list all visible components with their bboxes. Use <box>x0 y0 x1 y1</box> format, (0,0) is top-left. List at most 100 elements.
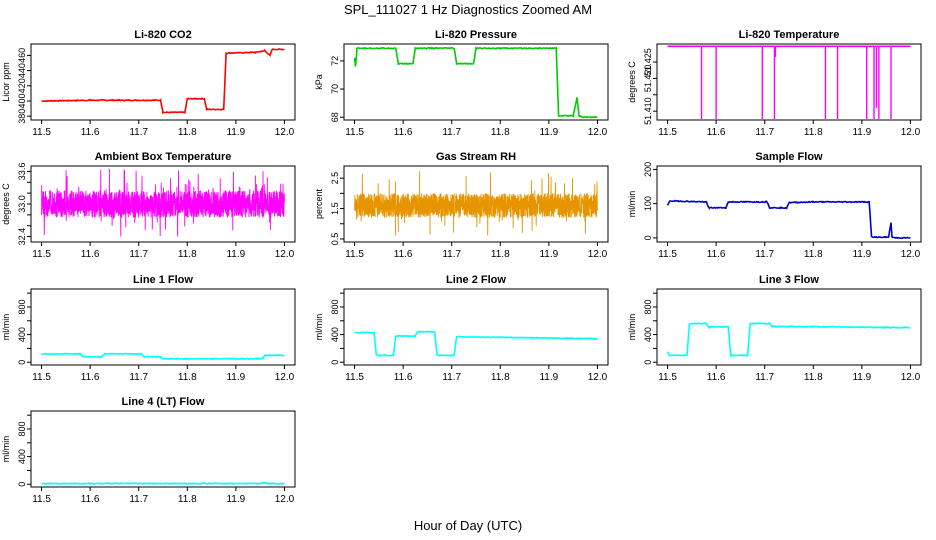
y-tick-label: 33.6 <box>17 163 27 181</box>
x-tick-label: 11.8 <box>178 249 197 260</box>
x-tick-label: 11.6 <box>394 127 413 138</box>
y-tick-label: 0 <box>643 360 653 365</box>
y-tick-label: 0 <box>17 482 27 487</box>
panel-title: Gas Stream RH <box>436 151 516 163</box>
series-line <box>41 48 285 115</box>
x-tick-label: 12.0 <box>588 372 608 383</box>
x-tick-label: 11.9 <box>226 494 245 505</box>
series-group <box>666 199 911 240</box>
x-tick-label: 11.9 <box>539 372 558 383</box>
plot-frame <box>343 165 609 243</box>
y-axis-label: percent <box>314 188 324 219</box>
x-tick-label: 11.6 <box>707 372 726 383</box>
x-tick-label: 12.0 <box>275 494 295 505</box>
y-axis-label: ml/min <box>314 314 324 341</box>
x-tick-label: 11.9 <box>852 127 871 138</box>
x-tick-label: 11.7 <box>442 127 461 138</box>
x-tick-label: 12.0 <box>275 249 295 260</box>
panel-sample-flow: Sample Flow 11.5 11.6 11.7 11.8 11.9 12.0 0 100 2… <box>627 151 922 260</box>
x-axis-title: Hour of Day (UTC) <box>413 518 523 533</box>
series-line <box>353 46 598 119</box>
y-axis-label: degrees C <box>1 183 11 225</box>
series-group <box>354 170 598 236</box>
series-group <box>41 168 285 237</box>
x-tick-label: 11.5 <box>32 494 51 505</box>
x-tick-label: 11.5 <box>658 372 677 383</box>
x-tick-label: 11.5 <box>658 249 677 260</box>
x-tick-label: 11.9 <box>226 372 245 383</box>
panel-line-2-flow: Line 2 Flow 11.5 11.6 11.7 11.8 11.9 12.0 0 400 8… <box>314 274 609 383</box>
panel-li-820-pressure: Li-820 Pressure 11.5 11.6 11.7 11.8 11.9 12.0 6… <box>314 29 609 138</box>
y-tick-label: 400 <box>17 93 27 108</box>
y-tick-label: 0.5 <box>330 233 340 246</box>
y-tick-label: 0 <box>643 235 653 240</box>
x-tick-label: 11.6 <box>707 249 726 260</box>
panel-line-4-lt-flow: Line 4 (LT) Flow 11.5 11.6 11.7 11.8 11.9 12.0… <box>1 396 296 505</box>
series-group <box>41 481 285 486</box>
x-tick-label: 12.0 <box>901 249 921 260</box>
series-line <box>354 170 598 236</box>
panel-title: Line 4 (LT) Flow <box>122 396 205 408</box>
plot-frame <box>656 288 922 366</box>
x-tick-label: 12.0 <box>275 127 295 138</box>
plot-frame <box>343 43 609 121</box>
y-tick-label: 51.410 <box>643 97 653 125</box>
x-tick-label: 11.8 <box>491 249 510 260</box>
y-tick-label: 400 <box>330 327 340 342</box>
x-tick-label: 11.8 <box>178 127 197 138</box>
y-tick-label: 420 <box>17 78 27 93</box>
series-group <box>354 330 598 357</box>
x-tick-label: 11.8 <box>491 127 510 138</box>
panel-title: Line 2 Flow <box>446 274 506 286</box>
x-tick-label: 11.6 <box>394 249 413 260</box>
x-tick-label: 11.5 <box>32 249 51 260</box>
x-tick-label: 11.5 <box>32 372 51 383</box>
x-tick-label: 11.7 <box>442 372 461 383</box>
y-axis-label: Licor ppm <box>1 62 11 102</box>
x-tick-label: 11.8 <box>178 494 197 505</box>
x-tick-label: 11.7 <box>442 249 461 260</box>
x-tick-label: 11.5 <box>658 127 677 138</box>
series-group <box>41 48 285 115</box>
x-tick-label: 11.5 <box>345 249 364 260</box>
x-tick-label: 11.9 <box>226 127 245 138</box>
x-tick-label: 11.6 <box>707 127 726 138</box>
x-tick-label: 11.8 <box>804 372 823 383</box>
x-tick-label: 11.7 <box>755 372 774 383</box>
y-tick-label: 800 <box>643 299 653 314</box>
x-tick-label: 11.6 <box>81 372 100 383</box>
y-tick-label: 400 <box>17 327 27 342</box>
panel-title: Li-820 Temperature <box>739 29 840 41</box>
panel-title: Li-820 Pressure <box>435 29 517 41</box>
series-line <box>666 321 911 358</box>
figure-title: SPL_111027 1 Hz Diagnostics Zoomed AM <box>343 2 593 17</box>
y-tick-label: 33.0 <box>17 195 27 213</box>
x-tick-label: 11.5 <box>345 127 364 138</box>
x-tick-label: 11.7 <box>129 249 148 260</box>
x-tick-label: 11.6 <box>81 249 100 260</box>
x-tick-label: 12.0 <box>588 249 608 260</box>
y-axis-label: kPa <box>314 74 324 90</box>
x-tick-label: 12.0 <box>275 372 295 383</box>
x-tick-label: 11.8 <box>178 372 197 383</box>
y-tick-label: 380 <box>17 109 27 124</box>
x-tick-label: 11.8 <box>804 249 823 260</box>
panel-title: Line 3 Flow <box>759 274 819 286</box>
y-tick-label: 51.420 <box>643 65 653 93</box>
panel-line-1-flow: Line 1 Flow 11.5 11.6 11.7 11.8 11.9 12.0 0 400 8… <box>1 274 296 383</box>
x-tick-label: 11.7 <box>129 494 148 505</box>
x-tick-label: 11.7 <box>129 127 148 138</box>
x-tick-label: 11.6 <box>81 127 100 138</box>
panel-title: Ambient Box Temperature <box>95 151 232 163</box>
y-tick-label: 460 <box>17 48 27 63</box>
plot-frame <box>30 43 296 121</box>
series-line <box>41 481 285 486</box>
y-axis-label: ml/min <box>1 436 11 463</box>
series-group <box>667 45 911 119</box>
plot-frame <box>30 410 296 488</box>
x-tick-label: 11.9 <box>852 372 871 383</box>
series-line <box>41 168 285 237</box>
panel-li-820-co2: Li-820 CO2 11.5 11.6 11.7 11.8 11.9 12.0 380400… <box>1 29 296 138</box>
plot-frame <box>343 288 609 366</box>
x-tick-label: 11.8 <box>491 372 510 383</box>
